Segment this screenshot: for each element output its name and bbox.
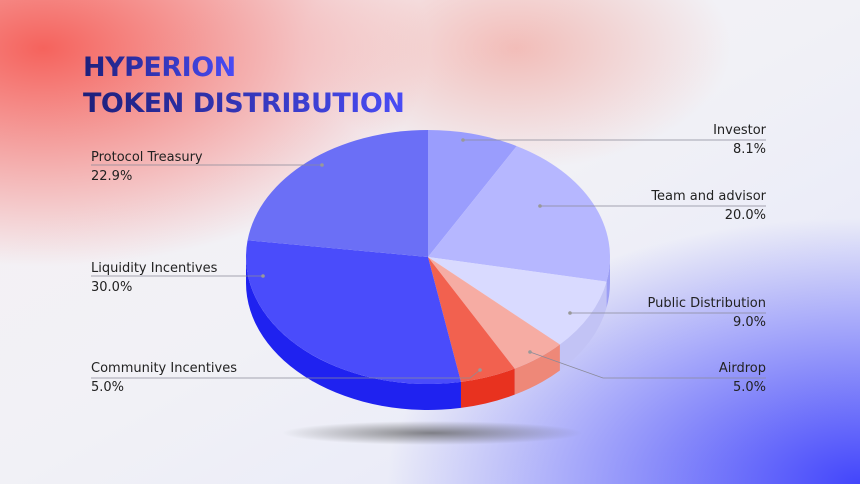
slice-side xyxy=(606,257,610,308)
chart-title: HYPERION xyxy=(83,52,236,83)
leader-dot xyxy=(461,138,465,142)
category-label: Community Incentives xyxy=(91,361,237,376)
pie-slice xyxy=(428,257,515,382)
pie-slice xyxy=(428,146,610,282)
category-label: Team and advisor xyxy=(650,189,766,204)
leader-dot xyxy=(528,350,532,354)
category-label: Public Distribution xyxy=(648,296,766,311)
value-label: 30.0% xyxy=(91,280,132,295)
slice-side xyxy=(246,257,461,410)
slice-side xyxy=(514,344,560,395)
pie-slice xyxy=(428,130,517,257)
value-label: 5.0% xyxy=(733,380,766,395)
leader-line xyxy=(529,351,766,379)
value-label: 8.1% xyxy=(733,142,766,157)
leader-dot xyxy=(568,311,572,315)
value-label: 22.9% xyxy=(91,169,132,184)
pie-slice xyxy=(245,240,461,385)
value-label: 20.0% xyxy=(725,208,766,223)
category-label: Protocol Treasury xyxy=(91,150,203,165)
category-label: Investor xyxy=(713,123,767,138)
pie-slice xyxy=(247,130,428,257)
leader-dot xyxy=(320,163,324,167)
category-label: Airdrop xyxy=(719,361,766,376)
leader-dot xyxy=(478,368,482,372)
slice-side xyxy=(559,281,607,371)
value-label: 9.0% xyxy=(733,315,766,330)
leader-dot xyxy=(261,274,265,278)
pie-shadow xyxy=(282,421,582,445)
chart-subtitle: TOKEN DISTRIBUTION xyxy=(83,88,404,119)
pie-slice xyxy=(428,257,607,345)
pie-slice xyxy=(428,257,560,369)
leader-line xyxy=(91,369,481,379)
slice-side xyxy=(460,368,515,408)
category-label: Liquidity Incentives xyxy=(91,261,218,276)
leader-dot xyxy=(538,204,542,208)
value-label: 5.0% xyxy=(91,380,124,395)
